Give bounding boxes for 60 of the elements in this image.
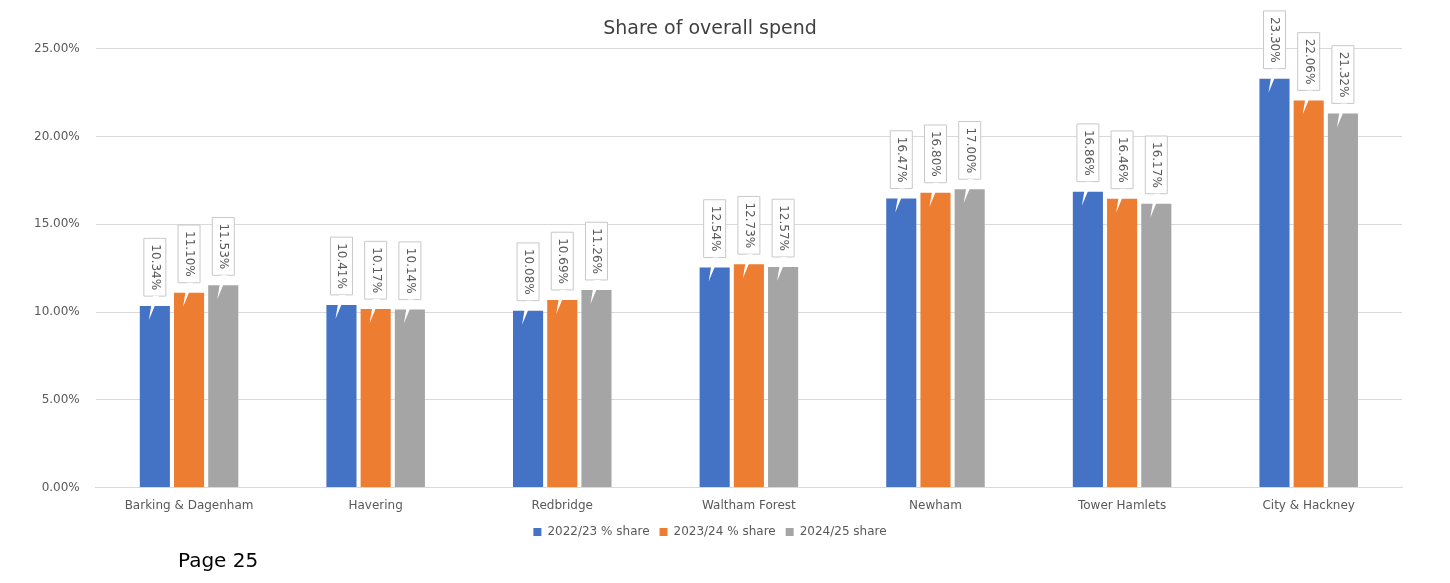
data-label: 11.53% xyxy=(217,223,232,270)
bar xyxy=(547,299,578,488)
data-label: 10.34% xyxy=(148,244,163,291)
x-tick-label: Newham xyxy=(909,497,962,512)
bar xyxy=(1259,78,1290,488)
legend-label: 2022/23 % share xyxy=(547,524,650,539)
bar xyxy=(699,267,730,488)
bar xyxy=(394,309,425,488)
y-tick-label: 0.00% xyxy=(41,479,80,494)
bar xyxy=(139,306,170,488)
data-label: 23.30% xyxy=(1268,16,1283,63)
data-label: 16.47% xyxy=(895,136,910,183)
data-label: 16.86% xyxy=(1081,129,1096,176)
data-label: 16.17% xyxy=(1150,142,1165,188)
text: Page 25 xyxy=(178,548,259,572)
bar xyxy=(1327,113,1358,488)
data-label: 17.00% xyxy=(963,127,978,174)
y-tick-label: 15.00% xyxy=(33,216,80,231)
data-label: 12.54% xyxy=(708,205,723,252)
x-tick-label: City & Hackney xyxy=(1262,497,1355,512)
bar xyxy=(1107,198,1138,488)
data-label: 10.14% xyxy=(403,247,418,294)
chart-title: Share of overall spend xyxy=(603,16,817,39)
data-label: 12.57% xyxy=(776,205,791,251)
bar xyxy=(174,292,205,488)
bar xyxy=(208,285,239,488)
bar xyxy=(1072,191,1103,488)
bar xyxy=(513,310,544,488)
data-label: 11.26% xyxy=(590,228,605,274)
x-tick-label: Waltham Forest xyxy=(701,497,797,512)
data-label: 16.46% xyxy=(1115,136,1130,183)
bar xyxy=(886,198,917,488)
data-label: 12.73% xyxy=(742,202,757,249)
legend-label: 2024/25 share xyxy=(799,524,887,539)
data-label: 10.17% xyxy=(369,247,384,294)
bar xyxy=(920,192,951,488)
y-tick-label: 20.00% xyxy=(33,128,80,143)
bar xyxy=(1293,100,1324,488)
data-label: 11.10% xyxy=(182,231,197,277)
y-tick-label: 10.00% xyxy=(33,304,80,319)
data-label: 16.80% xyxy=(929,130,944,177)
bar xyxy=(326,304,357,488)
bar xyxy=(581,289,612,488)
data-label: 22.06% xyxy=(1302,38,1317,85)
bar xyxy=(1141,203,1172,488)
bar xyxy=(768,266,799,488)
x-tick-label: Havering xyxy=(348,497,403,512)
data-label: 10.41% xyxy=(335,243,350,289)
x-tick-label: Barking & Dagenham xyxy=(124,497,254,512)
y-tick-label: 25.00% xyxy=(33,40,80,55)
data-label: 10.69% xyxy=(556,238,571,284)
x-tick-label: Tower Hamlets xyxy=(1076,497,1167,512)
x-tick-label: Redbridge xyxy=(531,497,593,512)
legend-label: 2023/24 % share xyxy=(673,524,776,539)
data-label: 10.08% xyxy=(521,248,536,295)
bar xyxy=(954,189,985,488)
data-label: 21.32% xyxy=(1336,51,1351,98)
bar xyxy=(733,264,764,488)
y-tick-label: 5.00% xyxy=(41,391,80,406)
bar xyxy=(360,309,391,488)
